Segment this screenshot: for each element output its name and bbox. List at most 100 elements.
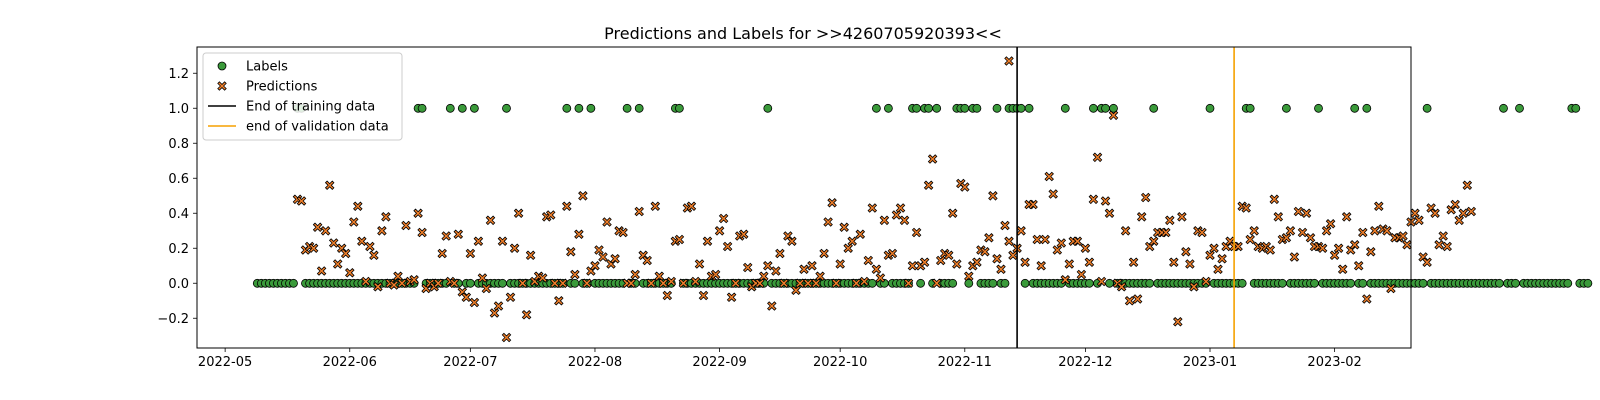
label-point	[1571, 103, 1581, 113]
prediction-point	[1349, 240, 1360, 250]
prediction-point	[1092, 152, 1103, 163]
prediction-point	[594, 245, 604, 255]
label-point	[469, 103, 479, 113]
prediction-point	[1353, 261, 1364, 271]
prediction-point	[296, 196, 307, 206]
prediction-point	[562, 201, 572, 211]
label-point	[1282, 103, 1291, 113]
prediction-point	[525, 250, 536, 260]
legend-label: Labels	[246, 60, 288, 75]
prediction-point	[964, 271, 974, 281]
prediction-point	[1386, 283, 1396, 294]
x-tick-label: 2022-05	[198, 355, 252, 370]
prediction-point	[767, 301, 777, 311]
prediction-point	[875, 273, 886, 283]
prediction-point	[1181, 247, 1191, 257]
prediction-point	[1032, 234, 1042, 245]
prediction-point	[1382, 226, 1392, 236]
prediction-point	[702, 236, 713, 246]
prediction-point	[847, 236, 857, 246]
y-tick-label: 0.4	[168, 207, 189, 222]
prediction-point	[602, 217, 612, 227]
prediction-point	[441, 231, 451, 241]
prediction-point	[1289, 252, 1300, 262]
prediction-point	[911, 227, 922, 238]
prediction-point	[996, 264, 1006, 274]
prediction-point	[1120, 226, 1131, 236]
prediction-point	[698, 290, 709, 301]
prediction-point	[417, 227, 427, 238]
prediction-point	[819, 248, 829, 259]
prediction-point	[1337, 264, 1348, 274]
y-tick-label: 0.8	[168, 137, 189, 152]
prediction-point	[710, 269, 721, 280]
prediction-point	[923, 180, 934, 190]
prediction-point	[952, 259, 962, 269]
prediction-point	[312, 222, 323, 232]
prediction-point	[509, 243, 520, 253]
prediction-point	[903, 278, 914, 288]
prediction-point	[469, 297, 480, 308]
label-point	[988, 278, 998, 288]
y-tick-label: 1.0	[168, 102, 189, 117]
prediction-point	[1108, 110, 1119, 121]
prediction-point	[738, 229, 749, 239]
prediction-point	[1040, 234, 1050, 245]
prediction-point	[340, 248, 351, 259]
prediction-point	[598, 252, 608, 262]
prediction-point	[397, 278, 407, 288]
prediction-point	[1458, 208, 1469, 218]
prediction-point	[1096, 276, 1107, 287]
prediction-point	[481, 283, 492, 294]
label-point	[1563, 278, 1573, 288]
prediction-point	[1281, 233, 1292, 243]
prediction-point	[787, 236, 797, 246]
prediction-point	[558, 278, 568, 288]
y-tick-label: 0.6	[168, 172, 189, 187]
prediction-point	[1462, 180, 1473, 190]
prediction-point	[863, 255, 874, 266]
prediction-point	[1209, 243, 1219, 253]
prediction-point	[433, 278, 443, 288]
prediction-point	[1072, 236, 1083, 246]
y-tick-label: 1.2	[168, 67, 189, 82]
prediction-point	[666, 276, 677, 287]
prediction-point	[1450, 199, 1460, 210]
prediction-point	[1052, 245, 1063, 255]
prediction-point	[1325, 219, 1336, 229]
prediction-point	[1374, 201, 1384, 211]
prediction-point	[1398, 231, 1408, 241]
prediction-point	[927, 154, 938, 164]
prediction-point	[316, 266, 327, 276]
prediction-point	[357, 236, 367, 246]
prediction-point	[843, 243, 853, 253]
prediction-point	[353, 201, 363, 211]
legend-predictions-marker	[217, 81, 227, 91]
prediction-point	[1088, 194, 1099, 205]
prediction-point	[349, 217, 359, 227]
prediction-point	[718, 213, 729, 224]
label-point	[1310, 278, 1319, 288]
prediction-point	[992, 254, 1002, 264]
legend-box	[202, 52, 403, 141]
x-tick-label: 2022-08	[568, 355, 622, 370]
prediction-point	[1442, 241, 1452, 252]
prediction-point	[835, 259, 845, 269]
prediction-point	[730, 278, 741, 288]
prediction-point	[570, 269, 580, 280]
label-point	[445, 103, 455, 113]
prediction-point	[574, 229, 584, 239]
prediction-point	[1165, 215, 1175, 226]
label-point	[1145, 278, 1155, 288]
label-point	[1495, 278, 1504, 288]
prediction-point	[855, 229, 866, 239]
prediction-point	[799, 264, 809, 274]
prediction-point	[935, 255, 946, 266]
prediction-point	[1245, 234, 1255, 245]
prediction-point	[1301, 208, 1312, 218]
label-point	[675, 103, 684, 113]
prediction-point	[1128, 257, 1139, 267]
label-point	[1422, 103, 1432, 113]
prediction-point	[742, 262, 753, 273]
legend-labels-marker	[217, 61, 227, 71]
